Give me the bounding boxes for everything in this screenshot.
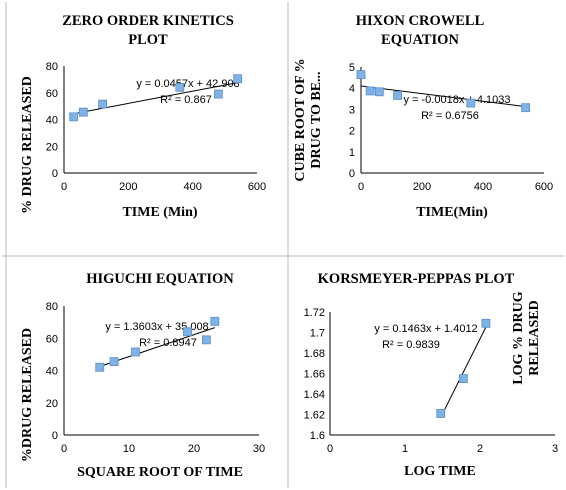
y-tick-label: 20 bbox=[46, 141, 58, 153]
y-tick-label: 1.64 bbox=[304, 389, 325, 401]
r-squared-label: R² = 0.9839 bbox=[382, 339, 440, 351]
y-tick-label: 60 bbox=[46, 333, 58, 345]
x-tick-label: 3 bbox=[552, 443, 558, 455]
y-tick-label: 3 bbox=[349, 104, 355, 116]
panel-zero-order: ZERO ORDER KINETICS PLOT % DRUG RELEASED… bbox=[20, 13, 266, 220]
y-tick-label: 1.66 bbox=[304, 369, 325, 381]
plot-area: 0 200 400 600 0 1 2 3 4 5 bbox=[349, 62, 553, 193]
data-point bbox=[132, 348, 140, 356]
trendline-equation: y = -0.0018x + 4.1033 bbox=[403, 94, 510, 106]
trendline-equation: y = 0.0457x + 42.908 bbox=[136, 78, 239, 90]
x-axis-title: TIME(Min) bbox=[416, 205, 488, 220]
x-axis-title: SQUARE ROOT OF TIME bbox=[77, 465, 243, 480]
y-tick-label: 60 bbox=[46, 88, 58, 100]
y-tick-label: 1.68 bbox=[304, 348, 325, 360]
y-tick-label: 80 bbox=[46, 61, 58, 73]
x-tick-label: 400 bbox=[474, 181, 492, 193]
chart-title: KORSMEYER-PEPPAS PLOT bbox=[318, 271, 515, 287]
data-point bbox=[375, 88, 383, 96]
x-tick-label: 200 bbox=[413, 181, 431, 193]
y-axis-title-line-2: DRUG TO BE... bbox=[309, 71, 324, 168]
data-point bbox=[79, 108, 87, 116]
panel-korsmeyer-peppas: KORSMEYER-PEPPAS PLOT LOG % DRUG RELEASE… bbox=[304, 271, 558, 479]
x-tick-label: 30 bbox=[253, 443, 265, 455]
data-point bbox=[99, 100, 107, 108]
data-point bbox=[394, 91, 402, 99]
x-tick-label: 200 bbox=[119, 181, 137, 193]
chart-title-line-1: HIXON CROWELL bbox=[356, 13, 485, 29]
y-axis-title-line-1: LOG % DRUG bbox=[511, 291, 526, 384]
y-tick-label: 1.6 bbox=[310, 430, 325, 442]
y-tick-label: 20 bbox=[46, 398, 58, 410]
data-point bbox=[467, 99, 475, 107]
data-point bbox=[522, 104, 530, 112]
chart-title-line-1: ZERO ORDER KINETICS bbox=[62, 13, 234, 29]
x-tick-label: 400 bbox=[183, 181, 201, 193]
y-tick-label: 0 bbox=[349, 168, 355, 180]
data-point bbox=[214, 90, 222, 98]
x-tick-label: 1 bbox=[402, 443, 408, 455]
y-tick-label: 2 bbox=[349, 126, 355, 138]
panel-hixson-crowell: HIXON CROWELL EQUATION CUBE ROOT OF % DR… bbox=[293, 13, 553, 220]
data-point bbox=[202, 336, 210, 344]
x-tick-label: 0 bbox=[61, 181, 67, 193]
x-tick-label: 10 bbox=[123, 443, 135, 455]
x-tick-label: 600 bbox=[535, 181, 553, 193]
y-axis-title-line-1: CUBE ROOT OF % bbox=[293, 58, 308, 181]
chart-title: HIGUCHI EQUATION bbox=[86, 271, 234, 287]
trendline bbox=[441, 327, 486, 417]
data-point bbox=[176, 83, 184, 91]
chart-title-line-2: PLOT bbox=[128, 32, 168, 48]
data-point bbox=[234, 75, 242, 83]
y-tick-label: 0 bbox=[52, 168, 58, 180]
data-point bbox=[482, 319, 490, 327]
y-axis-title: %DRUG RELEASED bbox=[20, 328, 35, 462]
y-tick-label: 1 bbox=[349, 147, 355, 159]
x-tick-label: 600 bbox=[248, 181, 266, 193]
data-point bbox=[357, 71, 365, 79]
x-tick-label: 0 bbox=[327, 443, 333, 455]
trendline-equation: y = 0.1463x + 1.4012 bbox=[374, 323, 477, 335]
y-tick-label: 80 bbox=[46, 301, 58, 313]
y-tick-label: 40 bbox=[46, 366, 58, 378]
x-tick-label: 20 bbox=[188, 443, 200, 455]
y-tick-label: 5 bbox=[349, 62, 355, 74]
chart-title-line-2: EQUATION bbox=[381, 32, 459, 48]
y-axis-title-line-2: RELEASED bbox=[527, 300, 542, 375]
x-axis-title: TIME (Min) bbox=[122, 205, 197, 220]
x-tick-label: 0 bbox=[61, 443, 67, 455]
x-axis-title: LOG TIME bbox=[404, 464, 476, 479]
y-tick-label: 1.7 bbox=[310, 328, 325, 340]
y-tick-label: 0 bbox=[52, 430, 58, 442]
data-point bbox=[110, 358, 118, 366]
x-tick-label: 2 bbox=[477, 443, 483, 455]
data-point bbox=[366, 87, 374, 95]
data-point bbox=[459, 375, 467, 383]
r-squared-label: R² = 0.6756 bbox=[421, 110, 479, 122]
y-tick-label: 40 bbox=[46, 115, 58, 127]
data-point bbox=[437, 409, 445, 417]
y-tick-label: 1.72 bbox=[304, 307, 325, 319]
y-axis-title: % DRUG RELEASED bbox=[20, 76, 35, 214]
y-tick-label: 1.62 bbox=[304, 410, 325, 422]
data-point bbox=[184, 328, 192, 336]
data-point bbox=[70, 113, 78, 121]
trendline-equation: y = 1.3603x + 35.008 bbox=[105, 321, 208, 333]
panel-higuchi: HIGUCHI EQUATION %DRUG RELEASED SQUARE R… bbox=[20, 271, 265, 480]
data-point bbox=[211, 317, 219, 325]
y-tick-label: 4 bbox=[349, 83, 355, 95]
x-tick-label: 0 bbox=[358, 181, 364, 193]
data-point bbox=[96, 363, 104, 371]
